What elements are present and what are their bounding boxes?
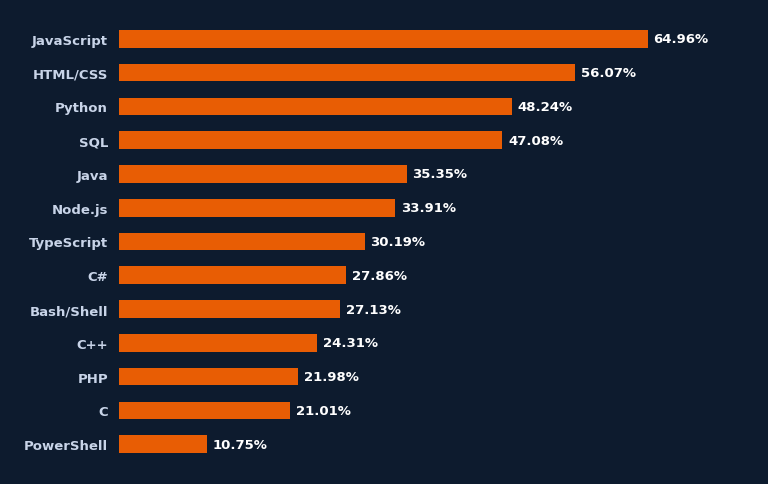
- Bar: [119, 267, 346, 285]
- Bar: [119, 199, 395, 217]
- Text: 33.91%: 33.91%: [401, 202, 455, 215]
- Bar: [119, 65, 575, 82]
- Text: 30.19%: 30.19%: [370, 236, 425, 248]
- Text: 48.24%: 48.24%: [518, 101, 573, 114]
- Bar: [119, 334, 317, 352]
- Text: 27.86%: 27.86%: [352, 269, 406, 282]
- Bar: [119, 132, 502, 150]
- Bar: [119, 233, 365, 251]
- Text: 10.75%: 10.75%: [212, 438, 267, 451]
- Text: 35.35%: 35.35%: [412, 168, 468, 181]
- Text: 21.01%: 21.01%: [296, 404, 351, 417]
- Bar: [119, 98, 511, 116]
- Bar: [119, 436, 207, 453]
- Text: 21.98%: 21.98%: [303, 370, 359, 383]
- Bar: [119, 402, 290, 419]
- Text: 27.13%: 27.13%: [346, 303, 400, 316]
- Bar: [119, 301, 340, 318]
- Bar: [119, 166, 407, 183]
- Text: 56.07%: 56.07%: [581, 67, 636, 80]
- Bar: [119, 31, 648, 48]
- Text: 47.08%: 47.08%: [508, 135, 563, 148]
- Bar: [119, 368, 298, 386]
- Text: 64.96%: 64.96%: [654, 33, 709, 46]
- Text: 24.31%: 24.31%: [323, 336, 378, 349]
